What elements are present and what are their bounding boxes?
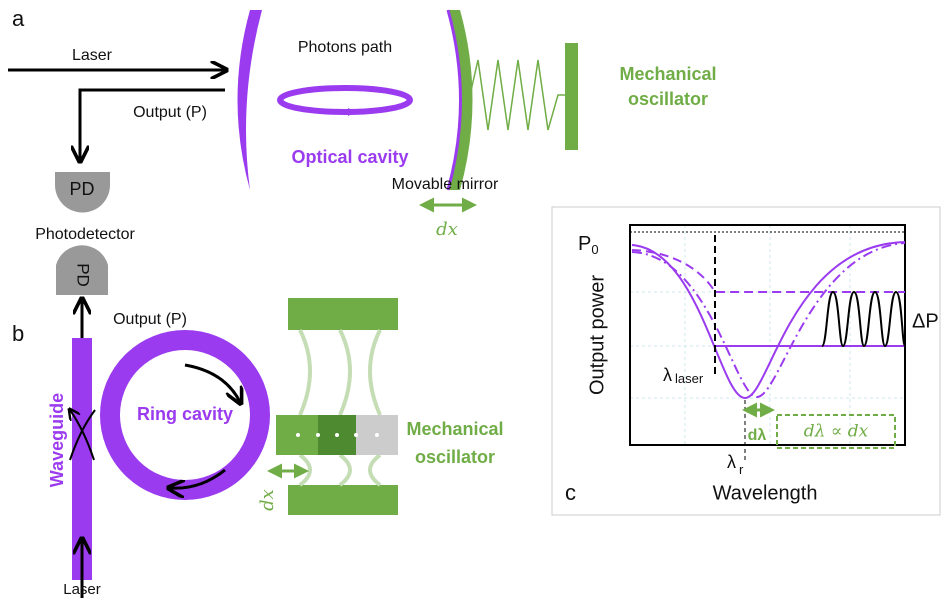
panel-frame — [552, 207, 940, 515]
mechanical-block — [565, 43, 578, 150]
optical-cavity-label: Optical cavity — [291, 147, 408, 167]
output-label: Output (P) — [113, 311, 187, 328]
ring-cavity-label: Ring cavity — [137, 404, 233, 424]
laser-label: Laser — [63, 581, 101, 598]
circulation-arrow — [185, 365, 240, 402]
dx-label: dx — [257, 489, 278, 511]
panel-b: b PD Output (P) Waveguide Laser Ring cav… — [12, 245, 504, 598]
mechanical-label: oscillator — [415, 447, 495, 467]
pd-label: PD — [74, 263, 93, 287]
panel-label: b — [12, 321, 24, 346]
anchor — [288, 485, 398, 515]
output-arrow — [80, 90, 225, 160]
photons-path — [280, 88, 410, 112]
x-axis-label: Wavelength — [713, 482, 818, 504]
y-axis-label: Output power — [586, 275, 608, 395]
tethers — [300, 330, 380, 485]
pd-label: PD — [69, 179, 94, 199]
fixed-mirror — [238, 10, 263, 190]
laser-label: Laser — [72, 47, 113, 64]
dx-label: dx — [436, 219, 458, 240]
figure: a Laser Output (P) PD Photodetector Phot… — [0, 0, 942, 603]
movable-mirror-label: Movable mirror — [392, 176, 499, 193]
delta-p-label: ΔP — [912, 310, 939, 332]
photons-path-label: Photons path — [298, 39, 392, 56]
mechanical-label: Mechanical — [619, 64, 716, 84]
relation-label: dλ ∝ dx — [804, 422, 869, 442]
d-lambda-label: dλ — [748, 427, 767, 444]
waveguide-label: Waveguide — [47, 393, 67, 487]
spring — [470, 60, 567, 130]
output-label: Output (P) — [133, 104, 207, 121]
panel-label: c — [565, 480, 576, 505]
photodetector-label: Photodetector — [35, 226, 135, 243]
mechanical-label: oscillator — [628, 89, 708, 109]
mechanical-label: Mechanical — [406, 419, 503, 439]
anchor — [288, 298, 398, 330]
panel-label: a — [12, 6, 25, 31]
